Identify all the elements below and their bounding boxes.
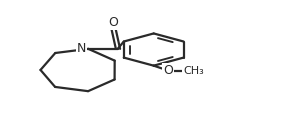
Text: N: N [77, 42, 86, 55]
Text: O: O [108, 17, 118, 29]
Text: CH₃: CH₃ [183, 66, 204, 76]
Text: O: O [163, 64, 173, 77]
